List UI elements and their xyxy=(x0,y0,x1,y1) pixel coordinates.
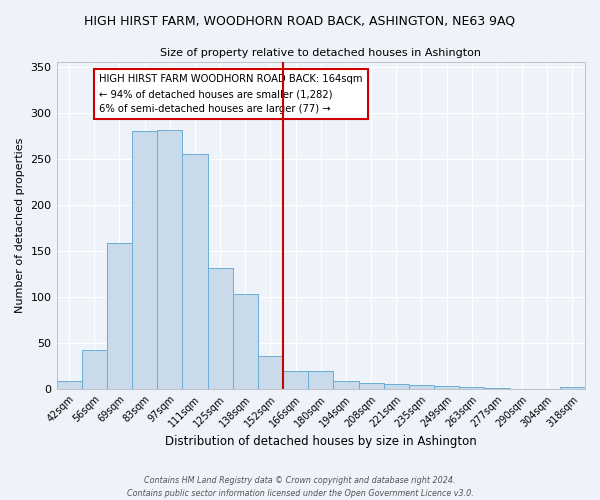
Text: HIGH HIRST FARM, WOODHORN ROAD BACK, ASHINGTON, NE63 9AQ: HIGH HIRST FARM, WOODHORN ROAD BACK, ASH… xyxy=(85,15,515,28)
Bar xyxy=(334,381,359,389)
Bar xyxy=(409,386,434,389)
Bar xyxy=(560,387,585,389)
X-axis label: Distribution of detached houses by size in Ashington: Distribution of detached houses by size … xyxy=(165,434,476,448)
Bar xyxy=(359,382,383,389)
Bar xyxy=(132,130,157,389)
Bar xyxy=(258,356,283,389)
Text: HIGH HIRST FARM WOODHORN ROAD BACK: 164sqm
← 94% of detached houses are smaller : HIGH HIRST FARM WOODHORN ROAD BACK: 164s… xyxy=(100,74,363,114)
Bar xyxy=(383,384,409,389)
Bar xyxy=(283,370,308,389)
Bar xyxy=(157,130,182,389)
Bar xyxy=(82,350,107,389)
Title: Size of property relative to detached houses in Ashington: Size of property relative to detached ho… xyxy=(160,48,481,58)
Bar xyxy=(434,386,459,389)
Bar xyxy=(233,294,258,389)
Bar xyxy=(107,243,132,389)
Bar xyxy=(459,387,484,389)
Bar xyxy=(308,370,334,389)
Bar xyxy=(208,268,233,389)
Bar xyxy=(182,154,208,389)
Bar xyxy=(484,388,509,389)
Y-axis label: Number of detached properties: Number of detached properties xyxy=(15,138,25,314)
Bar xyxy=(56,381,82,389)
Text: Contains HM Land Registry data © Crown copyright and database right 2024.
Contai: Contains HM Land Registry data © Crown c… xyxy=(127,476,473,498)
